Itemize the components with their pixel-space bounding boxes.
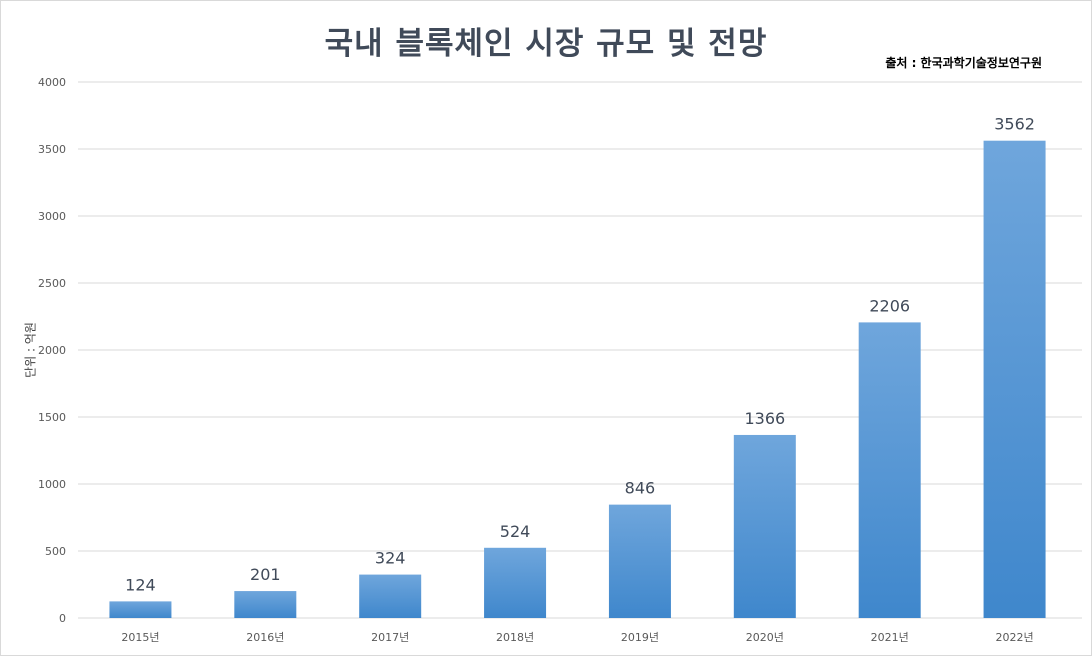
bars	[109, 140, 1046, 618]
chart-title: 국내 블록체인 시장 규모 및 전망	[324, 26, 768, 62]
x-tick-label: 2021년	[871, 631, 909, 644]
y-tick-label: 500	[45, 545, 66, 558]
bar	[858, 322, 921, 618]
y-tick-label: 4000	[38, 76, 66, 89]
bar	[359, 574, 422, 618]
y-tick-label: 1000	[38, 478, 66, 491]
bar-value-label: 124	[125, 575, 156, 594]
gridlines	[78, 81, 1082, 619]
y-tick-label: 1500	[38, 411, 66, 424]
chart-source: 출처 : 한국과학기술정보연구원	[885, 56, 1042, 70]
bar-value-label: 3562	[994, 115, 1035, 134]
bar-value-label: 524	[500, 522, 531, 541]
bar	[608, 504, 671, 618]
bar	[484, 547, 547, 618]
y-tick-label: 2000	[38, 344, 66, 357]
bar-value-label: 201	[250, 565, 281, 584]
x-tick-label: 2020년	[746, 631, 784, 644]
x-axis-ticks: 2015년 2016년 2017년 2018년 2019년 2020년 2021년 2022년	[121, 631, 1033, 644]
bar	[983, 140, 1046, 618]
bar-value-label: 846	[625, 479, 656, 498]
y-tick-label: 3000	[38, 210, 66, 223]
y-tick-label: 2500	[38, 277, 66, 290]
bar	[234, 591, 297, 618]
x-tick-label: 2016년	[246, 631, 284, 644]
y-axis-ticks: 0 500 1000 1500 2000 2500 3000 3500 4000	[38, 76, 66, 625]
x-tick-label: 2018년	[496, 631, 534, 644]
bar	[733, 434, 796, 618]
y-tick-label: 3500	[38, 143, 66, 156]
x-tick-label: 2017년	[371, 631, 409, 644]
bar-value-label: 1366	[744, 409, 785, 428]
x-tick-label: 2022년	[996, 631, 1034, 644]
bar-value-label: 2206	[869, 296, 910, 315]
bar-value-label: 324	[375, 549, 406, 568]
x-tick-label: 2019년	[621, 631, 659, 644]
bar	[109, 601, 172, 618]
y-tick-label: 0	[59, 612, 66, 625]
data-labels: 124 201 324 524 846 1366 2206 3562	[125, 115, 1035, 595]
x-tick-label: 2015년	[121, 631, 159, 644]
